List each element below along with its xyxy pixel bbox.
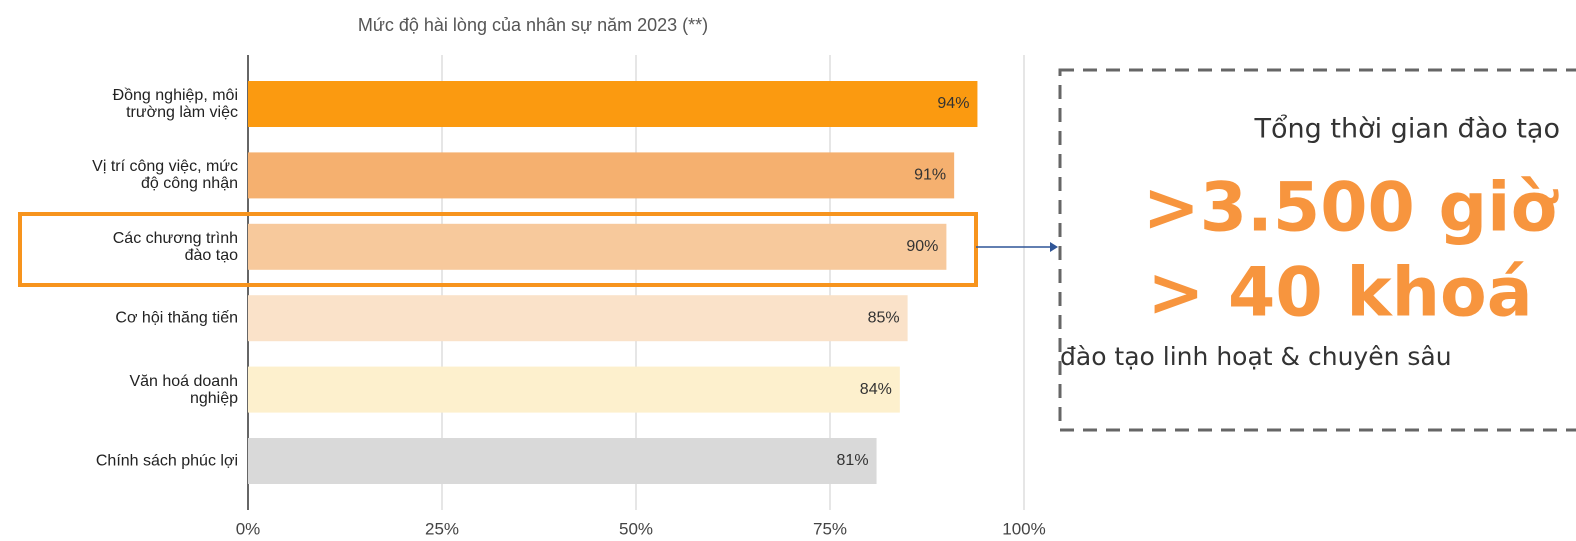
category-label: Vị trí công việc, mức độ công nhận: [92, 158, 238, 193]
category-label: Các chương trình đào tạo: [112, 229, 238, 264]
highlight-box: [18, 212, 978, 287]
callout-heading: Tổng thời gian đào tạo: [1254, 114, 1560, 145]
bar: [248, 81, 978, 127]
value-label: 85%: [868, 309, 900, 326]
callout-box: [1058, 68, 1576, 432]
callout-courses: > 40 khoá: [1147, 254, 1532, 333]
bar: [248, 366, 900, 413]
category-label: Cơ hội thăng tiến: [115, 309, 238, 327]
bar: [248, 223, 947, 270]
bar: [248, 438, 877, 484]
x-tick-label: 25%: [425, 519, 459, 538]
bar: [248, 152, 955, 199]
callout-hours: >3.500 giờ: [1143, 169, 1560, 248]
chart-title: Mức độ hài lòng của nhân sự năm 2023 (**…: [358, 15, 708, 35]
category-label: Chính sách phúc lợi: [95, 452, 238, 470]
value-label: 90%: [906, 238, 938, 255]
x-tick-label: 50%: [619, 519, 653, 538]
x-tick-label: 75%: [813, 519, 847, 538]
value-label: 81%: [837, 452, 869, 469]
arrow-head: [1050, 242, 1058, 252]
x-tick-label: 0%: [236, 519, 261, 538]
bar: [248, 295, 908, 342]
callout-note: đào tạo linh hoạt & chuyên sâu: [1060, 342, 1452, 371]
x-tick-label: 100%: [1002, 519, 1045, 538]
category-label: Văn hoá doanh nghiệp: [129, 372, 238, 407]
value-label: 84%: [860, 381, 892, 398]
value-label: 94%: [937, 95, 969, 112]
value-label: 91%: [914, 167, 946, 184]
category-label: Đồng nghiệp, môi trường làm việc: [112, 87, 238, 121]
